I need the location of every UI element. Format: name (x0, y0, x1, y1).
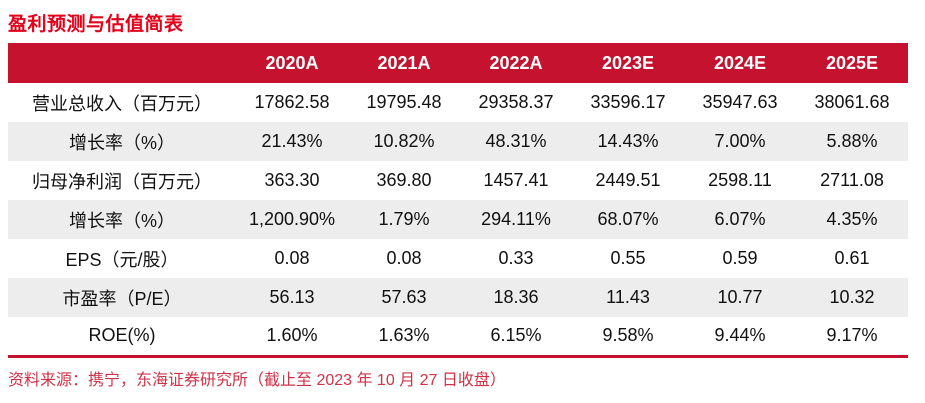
table-cell: 9.44% (714, 325, 766, 346)
table-cell: 0.61 (834, 248, 870, 268)
table-row: 增长率（%） 1,200.90% 1.79% 294.11% 68.07% 6.07% 4.… (8, 200, 908, 239)
table-cell: 17862.58 (254, 92, 330, 112)
table-header-cell: 2022A (460, 43, 572, 83)
table-cell: 9.17% (826, 325, 878, 346)
table-cell: 1.79% (378, 209, 430, 229)
row-label: 市盈率（P/E） (62, 288, 182, 309)
table-row: 增长率（%） 21.43% 10.82% 48.31% 14.43% 7.00% 5.88% (8, 122, 908, 161)
row-label: 归母净利润（百万元） (32, 171, 212, 192)
report-snippet: 盈利预测与估值简表 2020A 2021A 2022A 2023E 2024E 2025E… (0, 9, 925, 390)
table-row: 市盈率（P/E） 56.13 57.63 18.36 11.43 10.77 10.32 (8, 278, 908, 317)
forecast-table: 2020A 2021A 2022A 2023E 2024E 2025E 营业总收入（百万元… (8, 43, 908, 358)
table-cell: 0.08 (274, 248, 310, 268)
table-header-row: 2020A 2021A 2022A 2023E 2024E 2025E (8, 43, 908, 83)
source-note: 资料来源：携宁，东海证券研究所（截止至 2023 年 10 月 27 日收盘） (8, 371, 506, 389)
table-cell: 4.35% (826, 209, 878, 229)
table-body: 营业总收入（百万元） 17862.58 19795.48 29358.37 33596.… (8, 83, 908, 356)
table-cell: 1457.41 (483, 170, 549, 190)
table-cell: 35947.63 (702, 92, 778, 112)
table-cell: 7.00% (714, 131, 766, 151)
table-row: ROE(%) 1.60% 1.63% 6.15% 9.58% 9.44% 9.17% (8, 317, 908, 356)
table-header-cell: 2024E (684, 43, 796, 83)
row-label: 营业总收入（百万元） (32, 93, 212, 114)
table-cell: 11.43 (606, 287, 650, 307)
table-corner-cell (8, 43, 236, 83)
table-cell: 5.88% (826, 131, 878, 151)
table-cell: 0.08 (386, 248, 422, 268)
table-cell: 14.43% (597, 131, 659, 151)
row-label: 增长率（%） (68, 210, 175, 231)
table-cell: 1.60% (266, 325, 318, 346)
table-cell: 6.07% (714, 209, 766, 229)
table-cell: 9.58% (602, 325, 654, 346)
row-label: EPS（元/股） (65, 249, 179, 270)
table-cell: 33596.17 (590, 92, 666, 112)
table-cell: 10.82% (373, 131, 435, 151)
table-cell: 1,200.90% (248, 209, 336, 229)
table-cell: 294.11% (481, 209, 551, 229)
table-cell: 2711.08 (820, 170, 884, 190)
table-cell: 6.15% (490, 325, 542, 346)
table-row: EPS（元/股） 0.08 0.08 0.33 0.55 0.59 0.61 (8, 239, 908, 278)
table-cell: 363.30 (264, 170, 320, 190)
table-cell: 10.32 (829, 287, 875, 307)
table-cell: 2449.51 (595, 170, 661, 190)
table-cell: 48.31% (485, 131, 547, 151)
table-row: 归母净利润（百万元） 363.30 369.80 1457.41 2449.51 2598… (8, 161, 908, 200)
table-cell: 2598.11 (708, 170, 772, 190)
table-cell: 0.33 (498, 248, 534, 268)
table-header-cell: 2021A (348, 43, 460, 83)
table-cell: 57.63 (381, 287, 427, 307)
table-header-cell: 2025E (796, 43, 908, 83)
table-cell: 18.36 (493, 287, 539, 307)
table-cell: 369.80 (376, 170, 432, 190)
table-cell: 68.07% (597, 209, 659, 229)
table-cell: 38061.68 (814, 92, 890, 112)
row-label: 增长率（%） (68, 132, 175, 153)
table-cell: 10.77 (717, 287, 763, 307)
table-cell: 1.63% (378, 325, 430, 346)
table-cell: 0.59 (722, 248, 758, 268)
table-cell: 56.13 (269, 287, 315, 307)
table-cell: 21.43% (261, 131, 323, 151)
table-cell: 29358.37 (478, 92, 554, 112)
table-row: 营业总收入（百万元） 17862.58 19795.48 29358.37 33596.… (8, 83, 908, 122)
table-header-cell: 2023E (572, 43, 684, 83)
table-cell: 0.55 (610, 248, 646, 268)
report-title: 盈利预测与估值简表 (8, 14, 184, 35)
row-label: ROE(%) (88, 325, 156, 346)
table-header-cell: 2020A (236, 43, 348, 83)
table-cell: 19795.48 (366, 92, 442, 112)
